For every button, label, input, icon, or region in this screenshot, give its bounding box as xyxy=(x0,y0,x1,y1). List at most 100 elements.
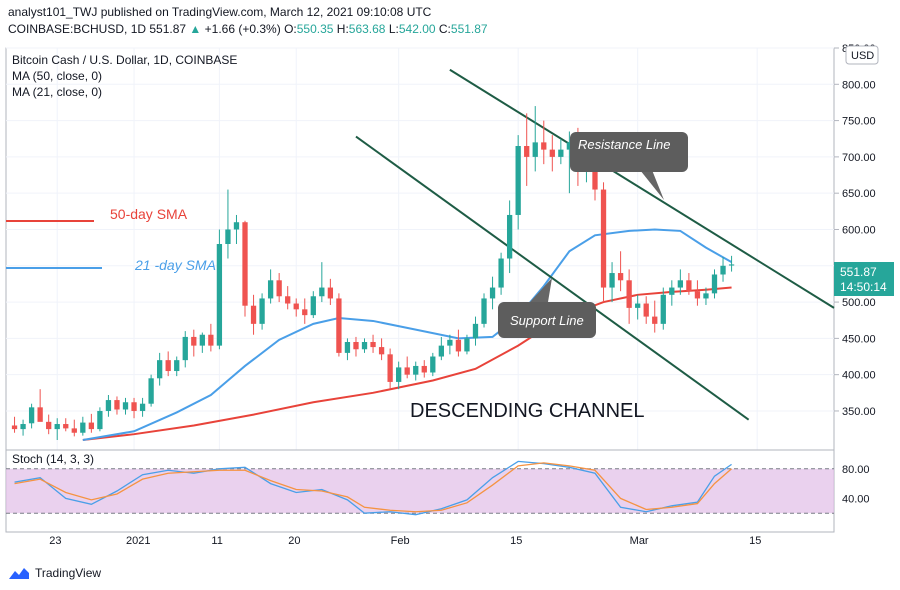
close-label: C: xyxy=(438,22,451,36)
candle-body xyxy=(225,229,231,244)
up-arrow-icon: ▲ xyxy=(189,22,202,36)
candle-body xyxy=(310,296,316,316)
x-tick-label: Feb xyxy=(391,535,410,547)
high-label: H: xyxy=(336,22,349,36)
candle-body xyxy=(669,287,675,295)
candle-body xyxy=(464,338,470,352)
support-callout-box xyxy=(498,302,596,338)
support-callout: Support Line xyxy=(498,278,596,338)
candle-body xyxy=(88,422,95,430)
candle-body xyxy=(267,280,274,299)
candle-body xyxy=(609,273,615,288)
open-label: O: xyxy=(284,22,297,36)
chart-header: analyst101_TWJ published on TradingView.… xyxy=(0,0,900,40)
tradingview-logo[interactable]: TradingView xyxy=(8,566,101,580)
symbol-label: COINBASE:BCHUSD, 1D xyxy=(8,22,147,36)
candle-body xyxy=(285,296,291,304)
candle-body xyxy=(139,403,146,411)
candle-body xyxy=(327,287,334,299)
candle-body xyxy=(336,298,342,353)
footer: TradingView xyxy=(0,558,900,590)
candle-body xyxy=(216,244,223,346)
ma21-legend: MA (21, close, 0) xyxy=(12,85,102,99)
low-label: L: xyxy=(388,22,399,36)
candle-body xyxy=(481,298,487,324)
stoch-band xyxy=(6,468,834,514)
stoch-tick-label: 80.00 xyxy=(842,464,870,476)
candle-body xyxy=(728,264,735,266)
resistance-callout: Resistance Line xyxy=(570,132,688,200)
ohlc-readout: COINBASE:BCHUSD, 1D 551.87 ▲ +1.66 (+0.3… xyxy=(8,22,488,36)
x-tick-label: Mar xyxy=(630,535,649,547)
candle-body xyxy=(361,342,368,350)
candle-body xyxy=(276,280,282,297)
candle-body xyxy=(387,354,393,382)
candle-body xyxy=(302,309,308,316)
candle-body xyxy=(600,189,607,288)
high-value: 563.68 xyxy=(348,22,386,36)
price-change: +1.66 (+0.3%) xyxy=(204,22,281,36)
x-tick-label: 2021 xyxy=(126,535,150,547)
candle-body xyxy=(447,339,453,346)
candle-body xyxy=(11,425,18,430)
candle-body xyxy=(635,303,641,308)
candle-body xyxy=(413,365,419,375)
x-tick-label: 20 xyxy=(288,535,300,547)
candle-body xyxy=(438,345,444,357)
candle-body xyxy=(506,214,513,259)
candle-body xyxy=(199,334,205,346)
price-tag-time: 14:50:14 xyxy=(840,280,887,294)
candle-body xyxy=(652,316,658,324)
candle-body xyxy=(660,294,666,324)
currency-badge-label: USD xyxy=(851,50,874,62)
y-tick-label: 350.00 xyxy=(842,406,876,418)
x-tick-label: 15 xyxy=(510,535,522,547)
candle-body xyxy=(114,400,120,410)
sma50-annotation: 50-day SMA xyxy=(110,206,188,222)
candle-body xyxy=(720,265,726,275)
candle-body xyxy=(63,424,69,429)
candle-body xyxy=(558,149,564,157)
price-tag: 551.87 14:50:14 xyxy=(834,262,894,296)
candle-body xyxy=(344,342,351,353)
candle-body xyxy=(703,293,709,299)
candle-body xyxy=(549,149,555,157)
y-tick-label: 500.00 xyxy=(842,297,876,309)
x-tick-label: 15 xyxy=(749,535,761,547)
y-tick-label: 400.00 xyxy=(842,370,876,382)
y-tick-label: 750.00 xyxy=(842,116,876,128)
candle-body xyxy=(524,146,530,157)
candle-body xyxy=(421,365,427,373)
chart-canvas[interactable]: 350.00400.00450.00500.00550.00600.00650.… xyxy=(0,40,900,558)
stoch-tick-label: 40.00 xyxy=(842,493,870,505)
candle-body xyxy=(182,336,188,361)
channel-annotation: DESCENDING CHANNEL xyxy=(410,400,644,422)
currency-badge[interactable] xyxy=(845,45,879,65)
close-value: 551.87 xyxy=(450,22,488,36)
y-tick-label: 450.00 xyxy=(842,333,876,345)
support-line xyxy=(355,135,750,421)
price-tag-box xyxy=(834,262,894,296)
current-price: 551.87 xyxy=(149,22,187,36)
y-tick-label: 700.00 xyxy=(842,152,876,164)
resistance-label: Resistance Line xyxy=(578,137,671,152)
candle-body xyxy=(694,291,701,299)
candle-body xyxy=(157,360,163,379)
candle-body xyxy=(404,367,410,375)
candle-body xyxy=(396,367,402,382)
y-tick-label: 800.00 xyxy=(842,79,876,91)
candle-body xyxy=(617,273,624,281)
ma50-line xyxy=(82,286,732,441)
candle-body xyxy=(208,334,214,346)
candle-body xyxy=(131,402,137,411)
candle-body xyxy=(626,280,632,308)
stoch-legend: Stoch (14, 3, 3) xyxy=(12,452,94,466)
candle-body xyxy=(259,298,265,324)
price-tag-price: 551.87 xyxy=(840,265,877,279)
low-value: 542.00 xyxy=(398,22,436,36)
open-value: 550.35 xyxy=(296,22,334,36)
publisher-info: analyst101_TWJ published on TradingView.… xyxy=(8,5,432,19)
resistance-callout-box xyxy=(570,132,688,172)
candle-body xyxy=(541,142,547,150)
y-tick-label: 650.00 xyxy=(842,188,876,200)
